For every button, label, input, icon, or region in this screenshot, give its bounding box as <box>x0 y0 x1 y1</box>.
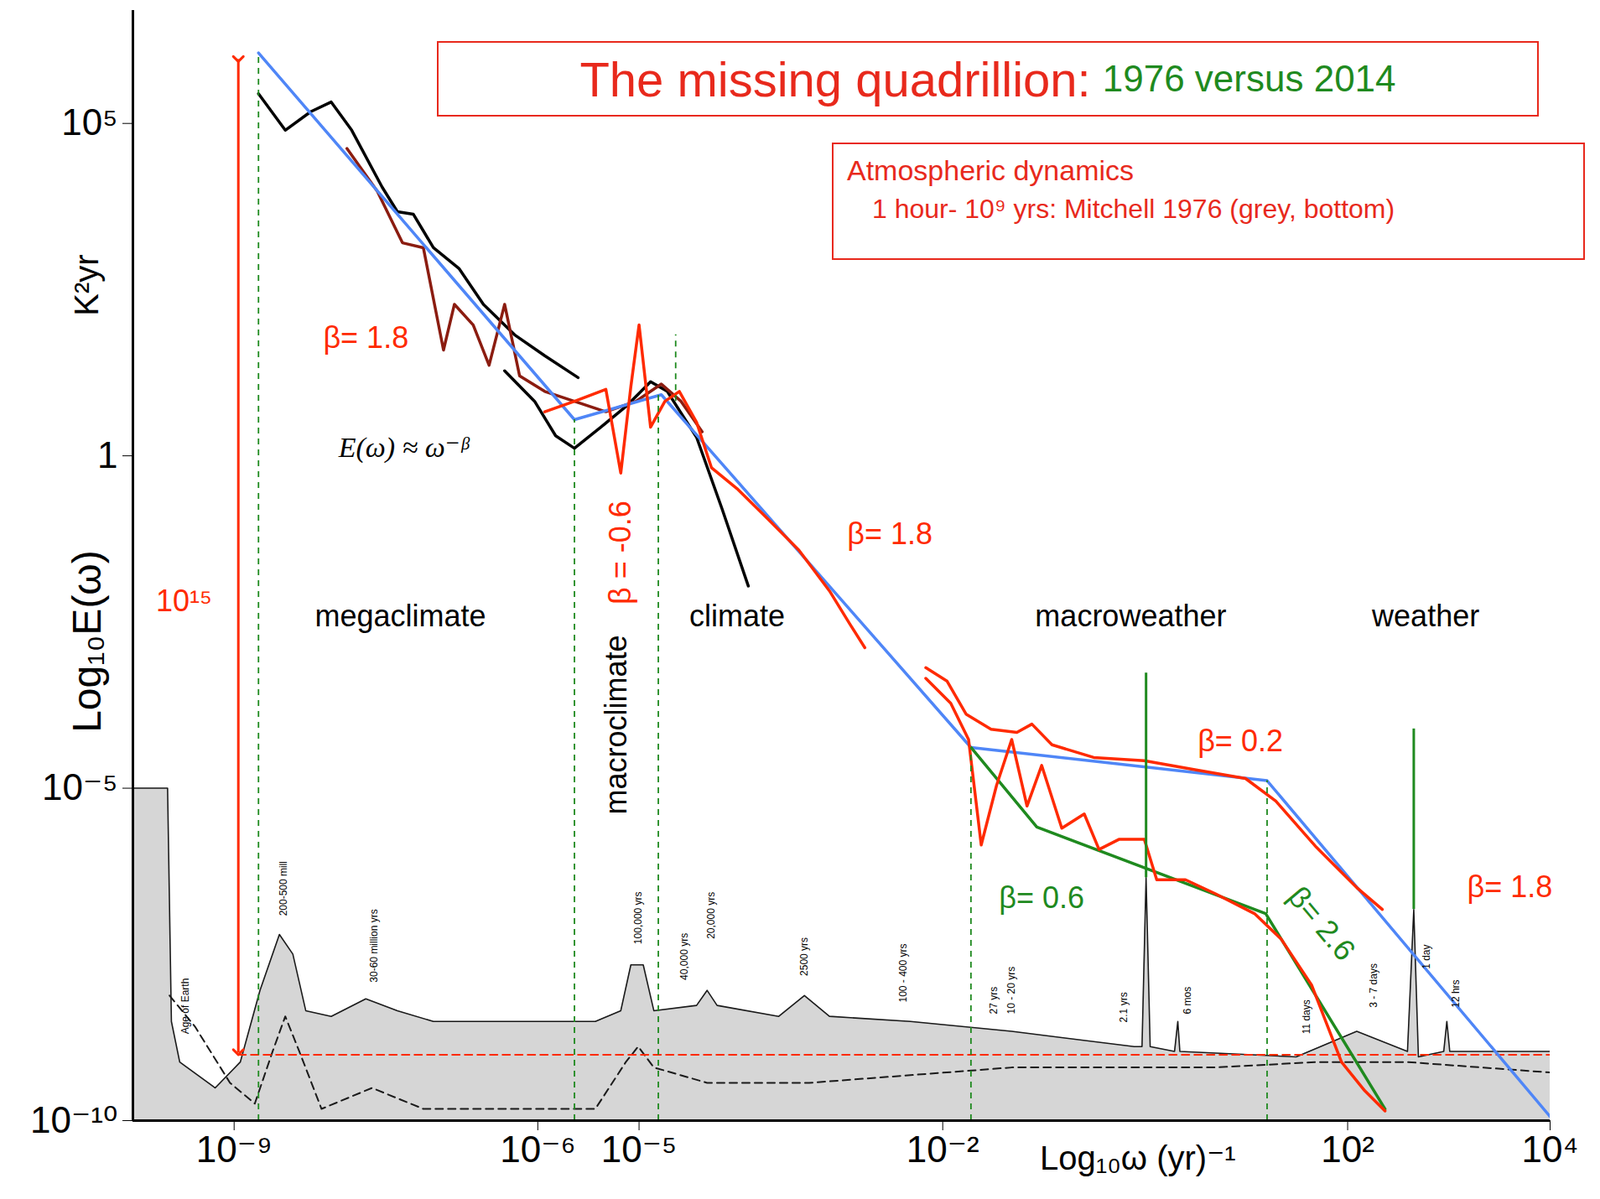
svg-text:10⁵: 10⁵ <box>61 101 118 143</box>
svg-text:100,000 yrs: 100,000 yrs <box>632 891 645 945</box>
svg-text:β= 0.2: β= 0.2 <box>1197 723 1284 759</box>
svg-text:macroweather: macroweather <box>1034 598 1226 634</box>
svg-text:β = -0.6: β = -0.6 <box>602 500 638 605</box>
svg-text:6 mos: 6 mos <box>1181 987 1194 1015</box>
svg-text:climate: climate <box>689 598 785 634</box>
svg-text:macroclimate: macroclimate <box>598 634 634 815</box>
svg-text:2500 yrs: 2500 yrs <box>798 937 811 977</box>
svg-text:β= 1.8: β= 1.8 <box>322 320 409 355</box>
svg-text:10⁻⁶: 10⁻⁶ <box>499 1128 576 1170</box>
svg-text:β= 1.8: β= 1.8 <box>846 516 933 551</box>
svg-text:β= 1.8: β= 1.8 <box>1467 869 1554 904</box>
svg-text:1 day: 1 day <box>1420 944 1433 969</box>
svg-text:2.1 yrs: 2.1 yrs <box>1117 992 1130 1023</box>
svg-text:10⁻⁵: 10⁻⁵ <box>41 766 118 808</box>
html-text:Atmospheric dynamics: Atmospheric dynamics <box>846 154 1134 187</box>
svg-text:E(ω) ≈ ω⁻ᵝ: E(ω) ≈ ω⁻ᵝ <box>337 431 471 464</box>
svg-text:β= 2.6: β= 2.6 <box>1281 879 1363 967</box>
svg-text:100 - 400 yrs: 100 - 400 yrs <box>897 943 910 1003</box>
html-text:The missing quadrillion: 1976: The missing quadrillion: 1976 versus 201… <box>579 51 1396 107</box>
html-text:Log₁₀ω (yr)⁻¹: Log₁₀ω (yr)⁻¹ <box>1039 1139 1236 1177</box>
svg-text:3 - 7 days: 3 - 7 days <box>1367 963 1380 1008</box>
svg-text:20,000 yrs: 20,000 yrs <box>705 892 717 940</box>
svg-text:10⁻²: 10⁻² <box>906 1128 980 1170</box>
svg-text:10⁴: 10⁴ <box>1522 1128 1580 1170</box>
html-text:1 hour- 10⁹ yrs: Mitchell 1976: 1 hour- 10⁹ yrs: Mitchell 1976 (grey, bo… <box>872 193 1395 224</box>
html-text:Log₁₀E(ω): Log₁₀E(ω) <box>64 550 109 733</box>
svg-text:12 hrs: 12 hrs <box>1449 979 1462 1008</box>
svg-text:10¹⁵: 10¹⁵ <box>155 583 213 619</box>
svg-text:megaclimate: megaclimate <box>315 598 487 634</box>
svg-text:200-500 mill: 200-500 mill <box>277 861 290 916</box>
svg-text:10⁻⁵: 10⁻⁵ <box>601 1128 677 1170</box>
html-text:K²yr: K²yr <box>67 254 105 316</box>
svg-text:10 - 20 yrs: 10 - 20 yrs <box>1005 966 1018 1015</box>
svg-text:11 days: 11 days <box>1300 999 1313 1034</box>
svg-text:10⁻¹⁰: 10⁻¹⁰ <box>30 1099 118 1141</box>
svg-text:27 yrs: 27 yrs <box>987 987 1000 1015</box>
svg-text:10²: 10² <box>1320 1128 1375 1170</box>
svg-text:10⁻⁹: 10⁻⁹ <box>196 1128 273 1170</box>
svg-text:1: 1 <box>97 434 118 476</box>
svg-text:Age of Earth: Age of Earth <box>179 978 192 1035</box>
svg-text:weather: weather <box>1371 598 1480 634</box>
svg-text:40,000 yrs: 40,000 yrs <box>678 933 691 981</box>
svg-text:30-60 million yrs: 30-60 million yrs <box>368 909 380 982</box>
svg-text:β= 0.6: β= 0.6 <box>998 880 1085 915</box>
